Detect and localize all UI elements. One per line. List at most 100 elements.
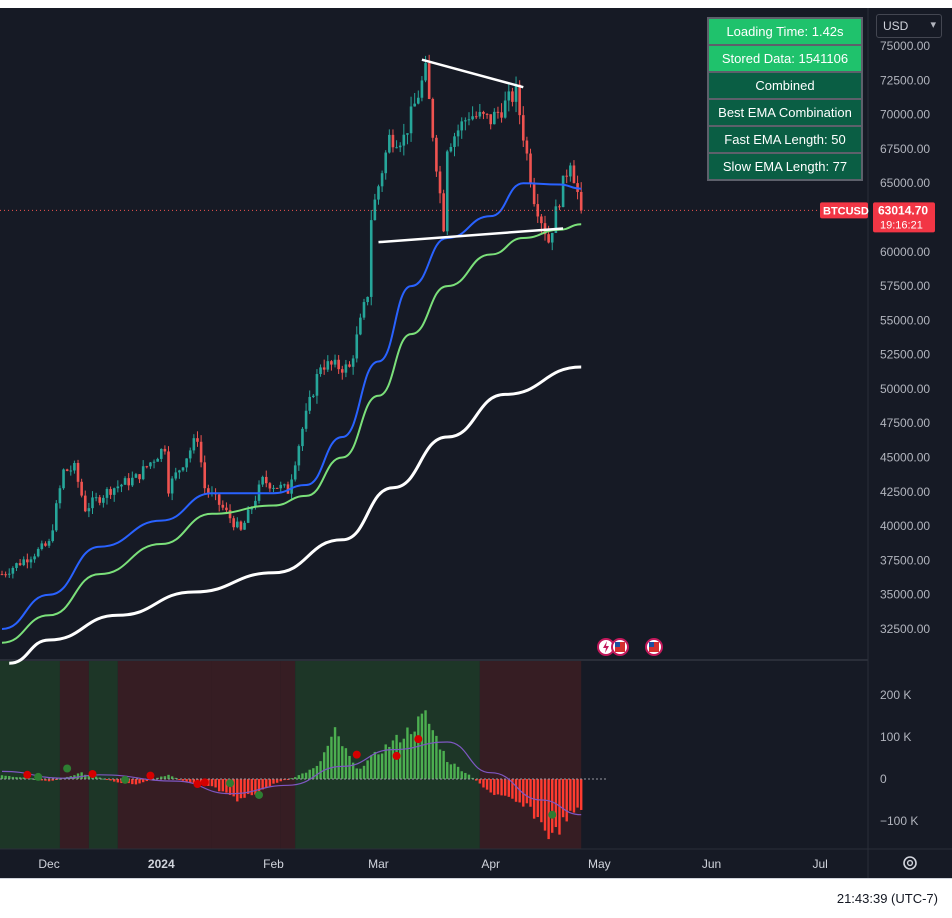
candle-body [141,466,145,480]
candle-body [561,175,565,208]
candle-body [326,361,330,370]
candle-body [359,317,362,335]
flag-canton [615,642,620,647]
price-tick-label: 65000.00 [880,176,930,190]
histogram-bar [181,779,185,781]
candle-body [283,484,286,486]
candle-body [254,500,257,508]
histogram-bar [344,748,348,779]
candle-body [351,358,355,367]
ema-slow-line [1,223,582,644]
histogram-bar [467,774,471,779]
info-row-combined: Combined [709,73,861,98]
histogram-bar [11,776,15,779]
candle-body [167,451,170,494]
candle-body [514,84,518,102]
candle-body [565,175,569,177]
candle-body [159,448,163,459]
candle-body [485,113,489,115]
candle-body [572,165,576,184]
price-tick-label: 37500.00 [880,553,930,567]
histogram-bar [561,779,565,818]
histogram-bar [525,779,529,804]
candle-body [29,559,33,563]
histogram-bar [76,773,80,779]
chart-canvas[interactable]: 75000.00 72500.00 70000.00 67500.00 65000.00… [0,8,952,878]
histogram-bar [456,766,460,779]
histogram-bar [239,779,243,799]
histogram-bar [218,779,221,792]
histogram-bar [246,779,250,795]
trendline-lower[interactable] [378,227,564,244]
candle-body [388,134,391,153]
histogram-bar [0,775,4,779]
price-tick-label: 40000.00 [880,519,930,533]
histogram-bar [163,776,167,779]
histogram-bar [4,775,7,779]
histogram-bar [80,772,83,779]
sell-signal-dot [200,778,209,787]
symbol-label: BTCUSD [823,205,869,217]
candle-body [4,574,7,576]
candle-body [188,450,192,459]
clock-timezone[interactable]: 21:43:39 (UTC-7) [836,891,938,906]
buy-signal-dot [63,764,72,773]
price-tick-label: 32500.00 [880,622,930,636]
candle-body [333,359,337,365]
oscillator-background [0,661,582,849]
candle-body [449,146,453,152]
histogram-bar [370,755,373,779]
histogram-bar [312,768,315,779]
histogram-bar [160,776,163,779]
candle-body [134,474,138,478]
candle-body [395,147,398,149]
candle-body [427,63,431,99]
histogram-bar [341,746,344,779]
candle-body [7,573,11,575]
chart-settings-button[interactable] [900,853,920,873]
histogram-bar [547,779,550,840]
candle-body [467,119,471,121]
candle-body [301,428,304,447]
last-price-tag [873,202,935,233]
price-tick-label: 72500.00 [880,73,930,87]
histogram-bar [272,779,275,784]
candle-body [152,461,156,463]
price-tick-label: 52500.00 [880,348,930,362]
histogram-bar [438,749,442,779]
chevron-down-icon: ▾ [930,19,936,31]
candle-body [529,153,532,184]
trendline-upper[interactable] [421,58,524,89]
histogram-bar [243,779,246,798]
info-row-fast-ema: Fast EMA Length: 50 [709,127,861,152]
candle-body [471,116,474,120]
histogram-bar [431,730,434,779]
histogram-bar [337,736,340,779]
signal-background-span [295,661,480,849]
candle-body [138,474,141,480]
candle-body [80,481,83,496]
currency-select[interactable]: USD ▾ [876,14,942,38]
histogram-bar [427,723,431,779]
histogram-bar [384,744,387,779]
price-tick-label: 35000.00 [880,588,930,602]
histogram-bar [449,764,453,779]
histogram-bar [22,777,25,779]
histogram-bar [210,779,214,787]
bolt-shape [603,641,609,653]
histogram-bar [485,779,489,790]
histogram-bar [15,777,18,779]
candle-body [496,111,500,113]
candle-body [264,476,268,484]
candle-body [521,115,525,141]
candle-body [279,484,283,489]
candle-body [268,483,272,489]
buy-signal-dot [226,779,235,788]
candle-body [15,563,18,568]
price-tick-label: 75000.00 [880,39,930,53]
sell-signal-dot [23,770,32,779]
histogram-bar [268,779,272,787]
histogram-bar [265,779,268,788]
event-icons[interactable] [597,638,663,656]
histogram-bar [536,779,539,818]
